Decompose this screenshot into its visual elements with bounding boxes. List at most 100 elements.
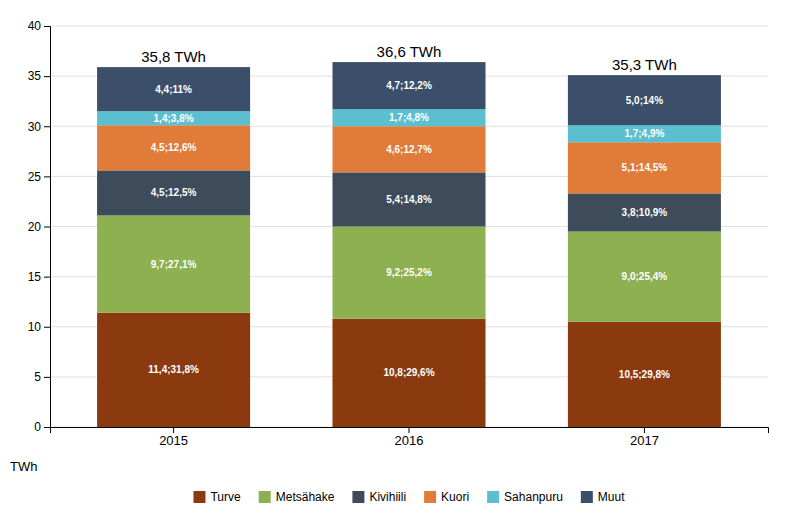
data-label: 4,6;12,7%	[386, 144, 432, 155]
bar-segment	[332, 62, 485, 109]
tick-label: 0	[34, 420, 41, 434]
tick-label: 5	[34, 370, 41, 384]
legend-label: Kuori	[441, 490, 469, 504]
bar-segment	[332, 172, 485, 226]
bar-segment	[568, 322, 721, 427]
tick: 2016	[395, 427, 424, 448]
bar-segment	[97, 215, 250, 312]
bar-segment	[568, 75, 721, 125]
legend-label: Sahanpuru	[504, 490, 563, 504]
tick-mark	[44, 277, 50, 278]
bar-segment	[97, 111, 250, 125]
tick-label: 20	[28, 220, 42, 234]
legend: Turve Metsähake Kivihiili Kuori Sahanpuru Muu…	[193, 490, 625, 504]
bar-segment	[97, 170, 250, 215]
legend-label: Kivihiili	[369, 490, 406, 504]
bar-segment	[568, 193, 721, 231]
tick: 25	[28, 170, 50, 184]
data-label: 5,0;14%	[626, 95, 663, 106]
tick-label: 10	[28, 320, 42, 334]
data-labels: 11,4;31,8% 10,8;29,6% 10,5;29,8% 9,7;27,1% 9…	[148, 80, 670, 380]
legend-label: Muut	[598, 490, 625, 504]
tick-mark	[44, 427, 50, 428]
legend-item: Turve	[193, 490, 241, 504]
legend-item: Metsähake	[259, 490, 335, 504]
tick-mark	[44, 327, 50, 328]
legend-label: Metsähake	[276, 490, 335, 504]
axis-line	[51, 428, 769, 434]
bar-segment	[568, 232, 721, 322]
tick: 15	[28, 270, 50, 284]
axis-line	[44, 27, 51, 428]
tick-label: 35	[28, 69, 42, 83]
data-label: 1,4;3,8%	[154, 113, 194, 124]
tick: 2015	[159, 427, 188, 448]
tick-label: 40	[28, 19, 42, 33]
legend-item: Kuori	[424, 490, 469, 504]
tick-mark	[44, 227, 50, 228]
bars	[97, 62, 721, 427]
total-labels: 35,8 TWh 36,6 TWh 35,3 TWh	[141, 43, 677, 73]
tick-label: 15	[28, 270, 42, 284]
data-label: 4,7;12,2%	[386, 80, 432, 91]
tick-label: 25	[28, 170, 42, 184]
data-label: 5,4;14,8%	[386, 194, 432, 205]
total-label: 35,8 TWh	[141, 48, 206, 65]
data-label: 10,5;29,8%	[619, 369, 670, 380]
legend-swatch	[581, 491, 593, 503]
tick: 35	[28, 69, 50, 83]
total-label: 36,6 TWh	[377, 43, 442, 60]
tick-label: 30	[28, 120, 42, 134]
bar-segment	[97, 313, 250, 427]
bar-segment	[332, 227, 485, 319]
legend-swatch	[259, 491, 271, 503]
tick-mark	[409, 427, 410, 433]
legend-swatch	[352, 491, 364, 503]
x-axis: 2015 2016 2017	[51, 427, 769, 448]
legend-label: Turve	[210, 490, 241, 504]
legend-swatch	[193, 491, 205, 503]
data-label: 9,7;27,1%	[151, 259, 197, 270]
tick-label: 2015	[159, 433, 188, 448]
bar-segment	[97, 67, 250, 111]
tick-mark	[44, 126, 50, 127]
grid	[50, 26, 768, 427]
legend-item: Sahanpuru	[487, 490, 563, 504]
tick-label: 2017	[630, 433, 659, 448]
bar-segment	[332, 126, 485, 172]
tick-mark	[173, 427, 174, 433]
data-label: 4,4;11%	[155, 84, 192, 95]
tick-mark	[644, 427, 645, 433]
tick: 20	[28, 220, 50, 234]
data-label: 4,5;12,6%	[151, 142, 197, 153]
legend-item: Muut	[581, 490, 625, 504]
tick: 30	[28, 120, 50, 134]
bar-segment	[568, 142, 721, 193]
data-label: 11,4;31,8%	[148, 364, 199, 375]
bar-segment	[332, 109, 485, 126]
legend-swatch	[424, 491, 436, 503]
data-label: 9,0;25,4%	[622, 271, 668, 282]
bar-segment	[568, 125, 721, 142]
data-label: 10,8;29,6%	[383, 367, 434, 378]
bar-segment	[97, 125, 250, 170]
tick: 2017	[630, 427, 659, 448]
data-label: 5,1;14,5%	[622, 162, 668, 173]
tick-label: 2016	[395, 433, 424, 448]
tick-mark	[44, 26, 50, 27]
tick: 40	[28, 19, 50, 33]
grid-line	[50, 26, 768, 27]
total-label: 35,3 TWh	[612, 56, 677, 73]
data-label: 1,7;4,9%	[624, 128, 664, 139]
data-label: 4,5;12,5%	[151, 187, 197, 198]
chart: 0 5 10 15 20 25 30 35 40 2015 2016 2017 11,4;31,8% 10…	[0, 0, 788, 519]
data-label: 3,8;10,9%	[622, 207, 668, 218]
tick: 10	[28, 320, 50, 334]
tick-mark	[44, 76, 50, 77]
tick-mark	[44, 176, 50, 177]
plot: 0 5 10 15 20 25 30 35 40 2015 2016 2017 11,4;31,8% 10…	[28, 19, 769, 448]
bar-segment	[332, 319, 485, 427]
legend-swatch	[487, 491, 499, 503]
data-label: 9,2;25,2%	[386, 267, 432, 278]
data-label: 1,7;4,8%	[389, 112, 429, 123]
